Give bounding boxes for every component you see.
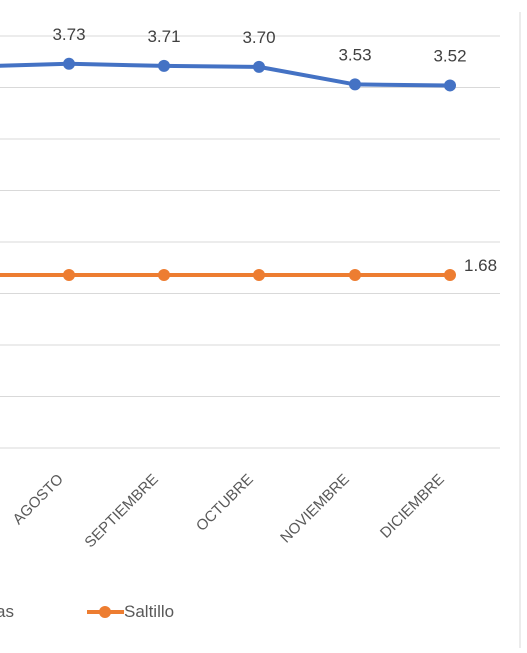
x-tick-label: OCTUBRE (193, 471, 257, 535)
legend-item-label: as (0, 602, 14, 621)
series-1-data-label: 3.70 (242, 28, 275, 47)
saltillo-point (253, 268, 265, 281)
series-1-data-label: 3.71 (147, 27, 180, 46)
data-labels: 3.73 3.71 3.70 3.53 3.52 1.68 (52, 25, 497, 275)
saltillo-data-label: 1.68 (464, 256, 497, 275)
saltillo-point (63, 268, 75, 281)
saltillo-point (349, 268, 361, 281)
series-1-data-label: 3.73 (52, 25, 85, 44)
legend-swatch-marker (99, 606, 111, 618)
series-1-point (349, 78, 361, 91)
x-axis-tick-labels: AGOSTO SEPTIEMBRE OCTUBRE NOVIEMBRE DICIEMBR… (10, 471, 448, 551)
gridlines (0, 35, 500, 449)
legend-item-label: Saltillo (124, 602, 174, 621)
x-tick-label: DICIEMBRE (377, 471, 448, 542)
series-1-point (444, 79, 456, 92)
series-1-point (158, 59, 170, 72)
series-1-data-label: 3.53 (338, 45, 371, 64)
saltillo-point (158, 268, 170, 281)
series-1-line (0, 61, 452, 88)
x-tick-label: AGOSTO (10, 471, 67, 528)
series-layer (0, 57, 456, 281)
series-1-point (63, 57, 75, 70)
saltillo-point (444, 268, 456, 281)
x-tick-label: SEPTIEMBRE (81, 471, 161, 551)
series-1-point (253, 60, 265, 73)
x-tick-label: NOVIEMBRE (277, 471, 353, 547)
legend: as Saltillo (0, 602, 174, 621)
series-1-data-label: 3.52 (433, 46, 466, 65)
